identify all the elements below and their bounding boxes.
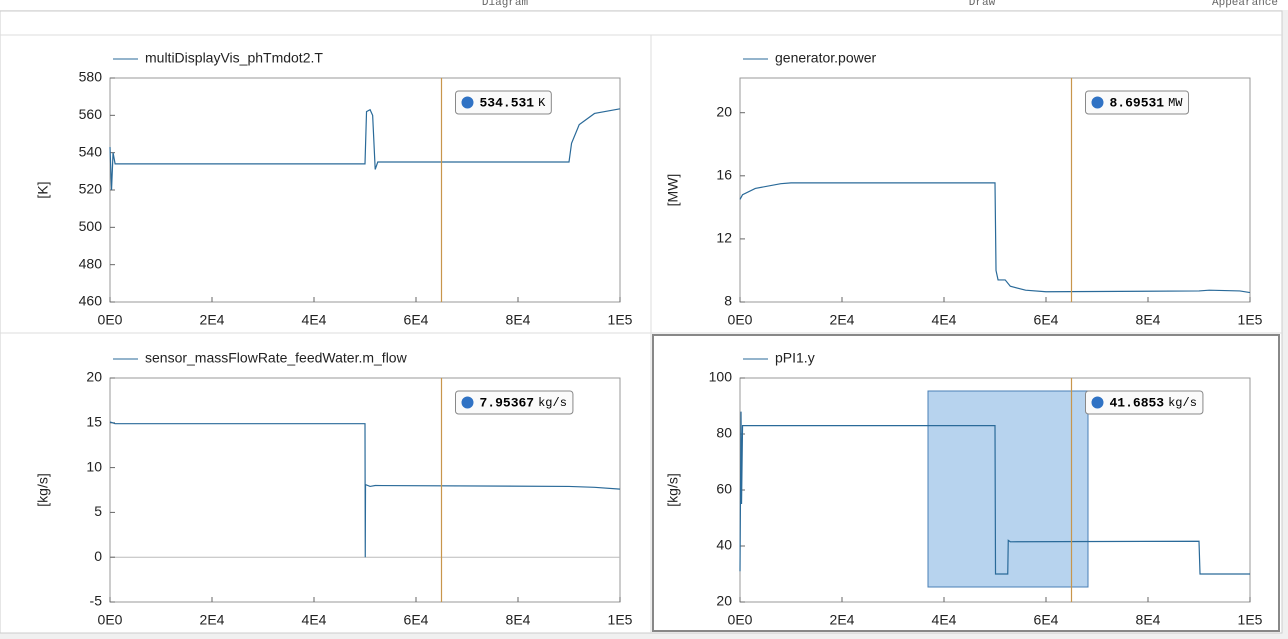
toolbar-label[interactable]: Appearance — [1212, 0, 1278, 9]
readout-unit: kg/s — [1168, 396, 1197, 410]
y-tick-label: 40 — [716, 537, 732, 553]
x-tick-label: 8E4 — [1136, 612, 1161, 628]
x-tick-label: 6E4 — [404, 312, 429, 328]
readout-unit: K — [538, 96, 546, 110]
x-tick-label: 8E4 — [1136, 312, 1161, 328]
x-tick-label: 4E4 — [302, 612, 327, 628]
y-axis-label: [MW] — [665, 174, 681, 207]
plot-area — [109, 77, 621, 303]
readout-box — [1085, 90, 1190, 115]
cursor-readout: 8.69531 MW — [1085, 90, 1190, 115]
y-tick-label: 580 — [79, 69, 103, 85]
y-tick-label: 540 — [79, 143, 103, 159]
readout-dot — [1091, 96, 1104, 109]
x-tick-label: 4E4 — [302, 312, 327, 328]
y-tick-label: 480 — [79, 255, 103, 271]
series-line — [739, 182, 1251, 294]
y-axis-label: [kg/s] — [35, 473, 51, 506]
readout-value: 41.6853 — [1110, 395, 1165, 410]
y-tick-label: 80 — [716, 425, 732, 441]
readout-dot — [461, 396, 474, 409]
x-tick-label: 8E4 — [506, 612, 531, 628]
readout-box — [455, 390, 574, 415]
x-tick-label: 6E4 — [404, 612, 429, 628]
x-tick-label: 6E4 — [1034, 312, 1059, 328]
readout-value: 7.95367 — [480, 395, 535, 410]
legend-label: multiDisplayVis_phTmdot2.T — [145, 50, 323, 66]
y-tick-label: 500 — [79, 218, 103, 234]
y-tick-label: 16 — [716, 167, 732, 183]
x-tick-label: 1E5 — [608, 312, 633, 328]
cursor-readout: 41.6853 kg/s — [1085, 390, 1204, 415]
toolbar-label[interactable]: Diagram — [482, 0, 529, 9]
toolbar — [0, 0, 1288, 10]
x-tick-label: 4E4 — [932, 612, 957, 628]
y-tick-label: 15 — [86, 414, 102, 430]
x-tick-label: 0E0 — [98, 312, 123, 328]
y-tick-label: 60 — [716, 481, 732, 497]
y-tick-label: 5 — [94, 503, 102, 519]
y-tick-label: 560 — [79, 106, 103, 122]
series-line — [109, 421, 621, 558]
legend-label: sensor_massFlowRate_feedWater.m_flow — [145, 350, 408, 366]
x-tick-label: 0E0 — [728, 612, 753, 628]
readout-box — [455, 90, 552, 115]
y-axis-label: [K] — [35, 181, 51, 198]
readout-unit: MW — [1168, 96, 1183, 110]
readout-dot — [461, 96, 474, 109]
y-tick-label: 20 — [716, 593, 732, 609]
selected-panel[interactable] — [652, 334, 1280, 632]
x-tick-label: 2E4 — [200, 612, 225, 628]
series-line — [739, 411, 1250, 575]
y-tick-label: 100 — [709, 369, 733, 385]
cursor-readout: 534.531 K — [455, 90, 552, 115]
x-tick-label: 6E4 — [1034, 612, 1059, 628]
y-tick-label: 20 — [86, 369, 102, 385]
x-tick-label: 1E5 — [1238, 612, 1263, 628]
readout-box — [1085, 390, 1204, 415]
readout-dot — [1091, 396, 1104, 409]
x-tick-label: 2E4 — [200, 312, 225, 328]
y-tick-label: 0 — [94, 548, 102, 564]
y-tick-label: 520 — [79, 181, 103, 197]
series-line — [109, 108, 621, 191]
y-tick-label: 10 — [86, 458, 102, 474]
x-tick-label: 0E0 — [98, 612, 123, 628]
x-tick-label: 2E4 — [830, 312, 855, 328]
readout-unit: kg/s — [538, 396, 567, 410]
x-tick-label: 1E5 — [608, 612, 633, 628]
legend-label: pPI1.y — [775, 350, 815, 366]
y-axis-label: [kg/s] — [665, 473, 681, 506]
readout-value: 534.531 — [480, 95, 535, 110]
y-tick-label: 460 — [79, 293, 103, 309]
readout-value: 8.69531 — [1110, 95, 1165, 110]
y-tick-label: 12 — [716, 230, 732, 246]
x-tick-label: 8E4 — [506, 312, 531, 328]
legend-label: generator.power — [775, 50, 877, 66]
y-tick-label: 8 — [724, 293, 732, 309]
y-tick-label: 20 — [716, 103, 732, 119]
x-tick-label: 0E0 — [728, 312, 753, 328]
toolbar-label[interactable]: Draw — [969, 0, 996, 9]
x-tick-label: 4E4 — [932, 312, 957, 328]
cursor-readout: 7.95367 kg/s — [455, 390, 574, 415]
y-tick-label: -5 — [90, 593, 103, 609]
x-tick-label: 1E5 — [1238, 312, 1263, 328]
x-tick-label: 2E4 — [830, 612, 855, 628]
